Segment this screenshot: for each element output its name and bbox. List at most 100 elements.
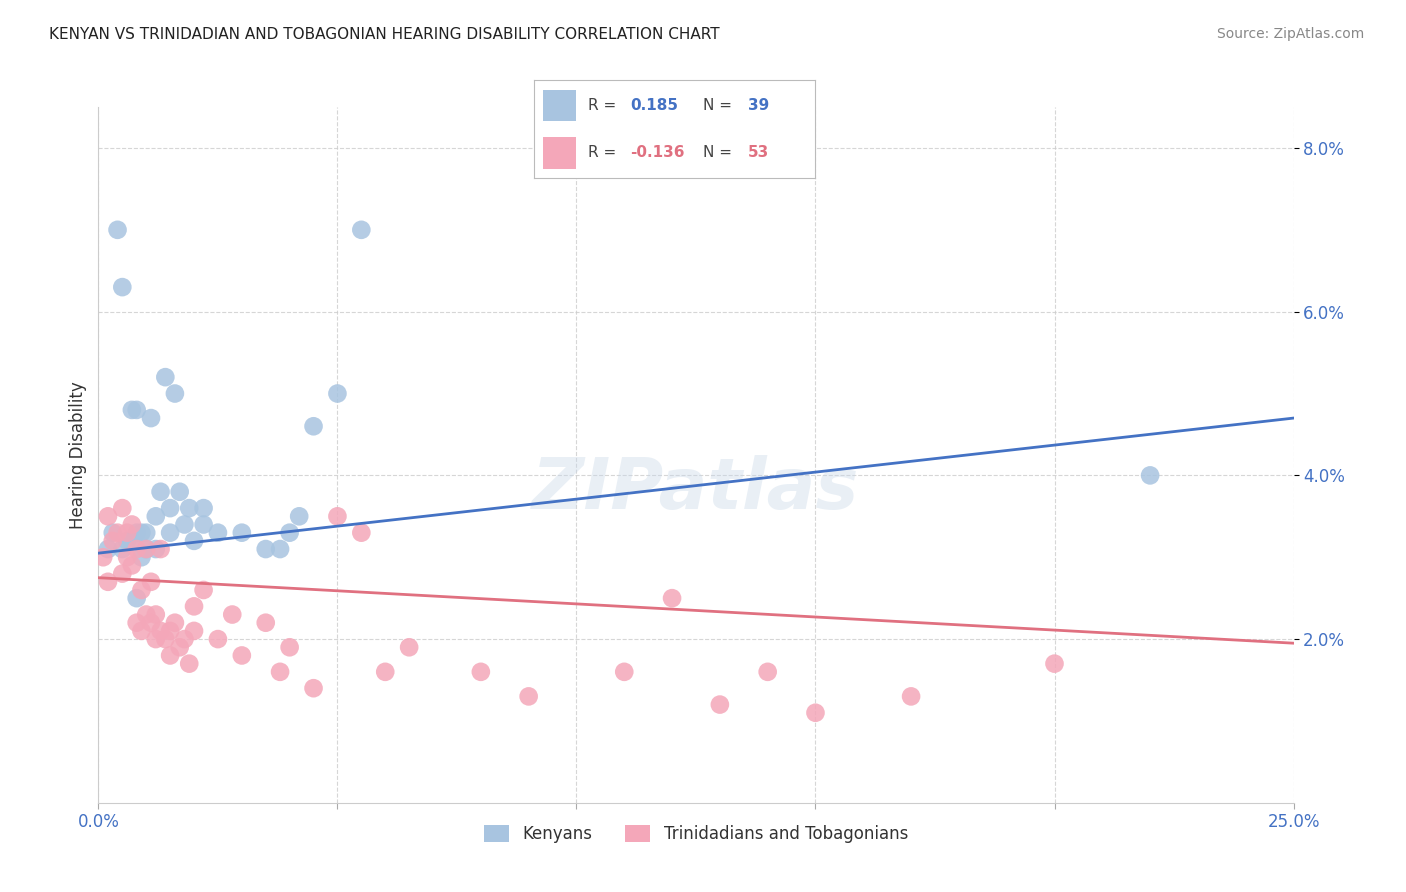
Point [900, 690, 922, 704]
Point [111, 542, 134, 557]
Point [231, 525, 253, 540]
Text: -0.136: -0.136 [630, 145, 685, 161]
Point [121, 533, 143, 548]
Point [163, 615, 186, 630]
Point [517, 690, 540, 704]
Point [661, 591, 683, 606]
Point [183, 599, 205, 614]
Point [221, 607, 243, 622]
Point [131, 582, 153, 597]
Point [149, 542, 172, 557]
Point [135, 525, 157, 540]
Point [149, 484, 172, 499]
Point [1043, 657, 1066, 671]
Point [139, 615, 162, 630]
Point [131, 550, 153, 565]
Point [193, 517, 215, 532]
Point [155, 632, 177, 646]
Point [121, 403, 143, 417]
Point [193, 501, 215, 516]
Point [278, 525, 301, 540]
Point [155, 370, 177, 384]
Point [131, 624, 153, 638]
Text: N =: N = [703, 98, 733, 113]
Point [231, 648, 253, 663]
Point [183, 533, 205, 548]
Point [97, 542, 120, 557]
Point [207, 525, 229, 540]
Bar [543, 137, 576, 169]
Point [145, 542, 167, 557]
Point [111, 280, 134, 294]
Text: Source: ZipAtlas.com: Source: ZipAtlas.com [1216, 27, 1364, 41]
Point [709, 698, 731, 712]
Point [159, 624, 181, 638]
Legend: Kenyans, Trinidadians and Tobagonians: Kenyans, Trinidadians and Tobagonians [477, 819, 915, 850]
Point [163, 386, 186, 401]
Point [350, 223, 373, 237]
Point [269, 665, 291, 679]
Point [91, 550, 114, 565]
Point [97, 574, 120, 589]
Point [111, 566, 134, 581]
Point [169, 484, 191, 499]
Text: R =: R = [588, 98, 616, 113]
Point [179, 501, 201, 516]
Point [159, 525, 181, 540]
Point [107, 525, 129, 540]
Point [135, 542, 157, 557]
Point [135, 542, 157, 557]
Point [169, 640, 191, 655]
Text: 39: 39 [748, 98, 769, 113]
Point [115, 533, 138, 548]
Point [121, 517, 143, 532]
Point [121, 558, 143, 573]
Text: 0.185: 0.185 [630, 98, 678, 113]
Point [131, 525, 153, 540]
Point [613, 665, 636, 679]
Point [125, 615, 148, 630]
Point [756, 665, 779, 679]
Y-axis label: Hearing Disability: Hearing Disability [69, 381, 87, 529]
Point [302, 681, 325, 696]
Point [115, 525, 138, 540]
Point [326, 386, 349, 401]
Point [101, 533, 124, 548]
Point [139, 411, 162, 425]
Point [125, 403, 148, 417]
Point [173, 632, 195, 646]
Point [149, 624, 172, 638]
Point [183, 624, 205, 638]
Point [193, 582, 215, 597]
Point [97, 509, 120, 524]
Point [278, 640, 301, 655]
Point [125, 525, 148, 540]
Point [125, 542, 148, 557]
Point [374, 665, 396, 679]
Point [269, 542, 291, 557]
Point [135, 607, 157, 622]
Point [145, 607, 167, 622]
Text: ZIPatlas: ZIPatlas [533, 455, 859, 524]
Point [398, 640, 420, 655]
Point [470, 665, 492, 679]
Point [111, 501, 134, 516]
Point [173, 517, 195, 532]
Point [159, 648, 181, 663]
Point [159, 501, 181, 516]
Text: KENYAN VS TRINIDADIAN AND TOBAGONIAN HEARING DISABILITY CORRELATION CHART: KENYAN VS TRINIDADIAN AND TOBAGONIAN HEA… [49, 27, 720, 42]
Point [101, 525, 124, 540]
Point [350, 525, 373, 540]
Point [139, 574, 162, 589]
Point [115, 550, 138, 565]
Point [804, 706, 827, 720]
Point [254, 615, 277, 630]
Point [179, 657, 201, 671]
Text: R =: R = [588, 145, 616, 161]
Point [302, 419, 325, 434]
Point [125, 591, 148, 606]
Text: 53: 53 [748, 145, 769, 161]
Point [145, 509, 167, 524]
Point [254, 542, 277, 557]
Point [326, 509, 349, 524]
